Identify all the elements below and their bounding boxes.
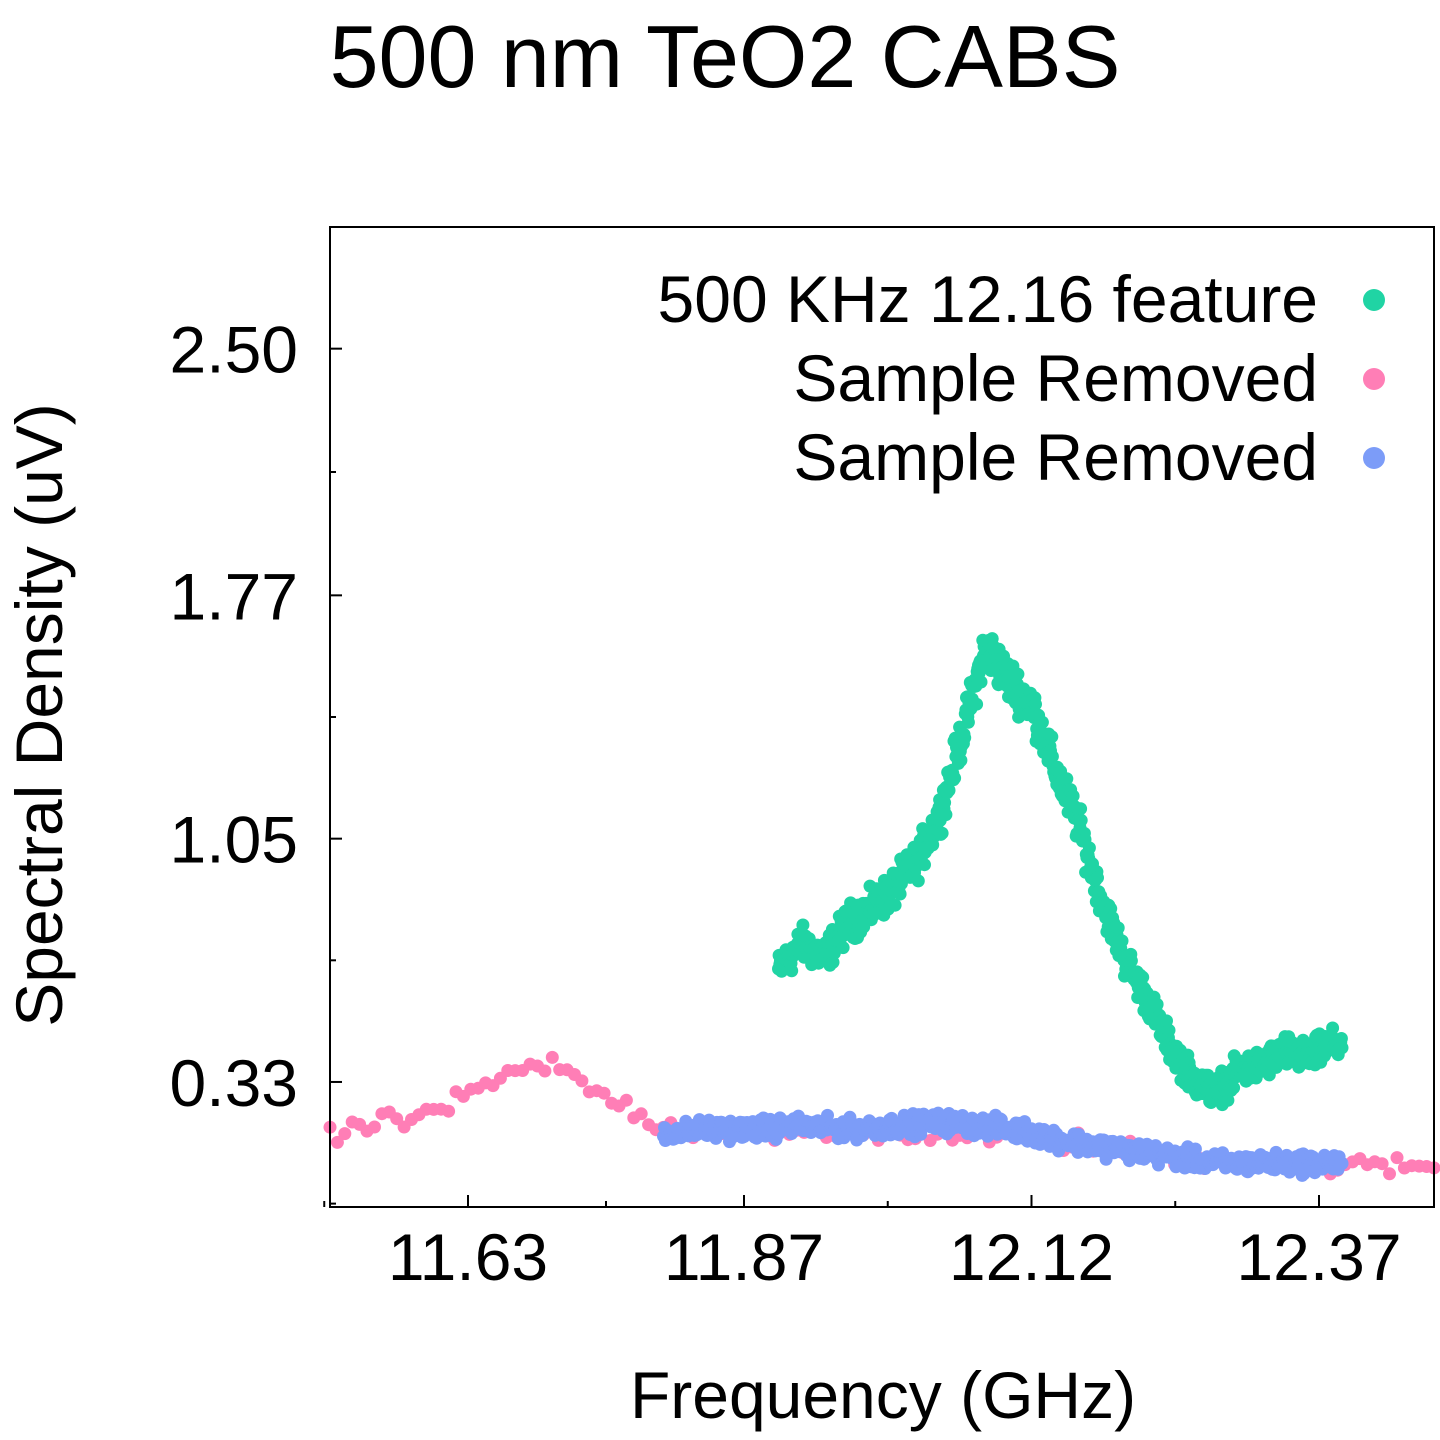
data-point [1150,997,1164,1011]
data-point [1029,697,1042,711]
data-point [796,918,810,932]
data-point [1383,1167,1396,1181]
data-point [1045,750,1059,763]
x-tick-label: 11.87 [664,1220,824,1294]
data-point [888,898,902,912]
data-point [1335,1041,1349,1055]
y-tick-label: 1.05 [170,803,298,877]
chart-title: 500 nm TeO2 CABS [330,7,1121,106]
legend-label: Sample Removed [793,420,1318,494]
data-points [323,632,1440,1182]
data-point [330,1135,344,1149]
data-point [538,1064,552,1078]
data-point [1326,1021,1340,1035]
data-point [1074,813,1088,827]
data-point [1060,772,1074,786]
data-point [1066,789,1080,803]
data-point [1221,1093,1235,1107]
data-point [970,697,984,711]
data-point [1162,1023,1176,1037]
data-point [961,715,975,729]
y-axis-label: Spectral Density (uV) [2,403,76,1027]
y-tick-label: 1.77 [170,559,298,633]
y-axis: 0.33 1.05 1.77 2.50 [170,226,342,1205]
data-point [1115,934,1129,948]
data-point [939,808,953,822]
data-point [597,1086,611,1100]
data-point [1335,1157,1349,1170]
data-point [1011,667,1025,681]
data-point [948,771,962,785]
data-point [1136,970,1150,984]
x-axis-label: Frequency (GHz) [630,1358,1136,1432]
data-point [938,796,952,810]
data-point [368,1120,381,1134]
data-point [935,826,949,840]
data-point [1074,802,1088,816]
x-tick-label: 12.12 [949,1220,1114,1294]
data-point [974,675,988,689]
data-point [1091,871,1104,885]
data-point [390,1112,404,1126]
data-point [1334,1032,1348,1045]
y-tick-label: 2.50 [170,313,298,387]
data-point [634,1107,648,1121]
legend-label: Sample Removed [793,341,1318,415]
data-point [545,1050,559,1064]
legend-marker [1363,447,1385,469]
data-point [1082,841,1096,855]
data-point [1227,1081,1241,1095]
data-point [918,858,931,872]
x-tick-label: 11.63 [388,1220,548,1294]
data-point [821,1108,834,1122]
data-point [1045,730,1059,744]
data-point [954,753,968,767]
legend-marker [1363,368,1385,390]
data-point [619,1093,633,1107]
data-point [1124,954,1138,968]
data-point [836,941,850,955]
data-point [911,874,925,888]
data-point [1035,715,1049,729]
data-point [893,887,907,901]
legend-label: 500 KHz 12.16 feature [658,262,1318,336]
data-point [575,1074,589,1088]
legend-marker [1363,289,1385,311]
series-2 [657,1106,1349,1182]
data-point [942,783,956,797]
data-point [1188,1142,1202,1156]
x-axis: 11.63 11.87 12.12 12.37 [323,1195,1402,1294]
data-point [1390,1151,1404,1165]
data-point [785,964,799,978]
series-0 [772,632,1349,1112]
data-point [442,1104,456,1118]
data-point [1111,921,1125,935]
data-point [338,1127,352,1141]
data-point [1375,1157,1389,1171]
x-tick-label: 12.37 [1236,1220,1401,1294]
data-point [958,731,972,745]
y-tick-label: 0.33 [170,1046,298,1120]
